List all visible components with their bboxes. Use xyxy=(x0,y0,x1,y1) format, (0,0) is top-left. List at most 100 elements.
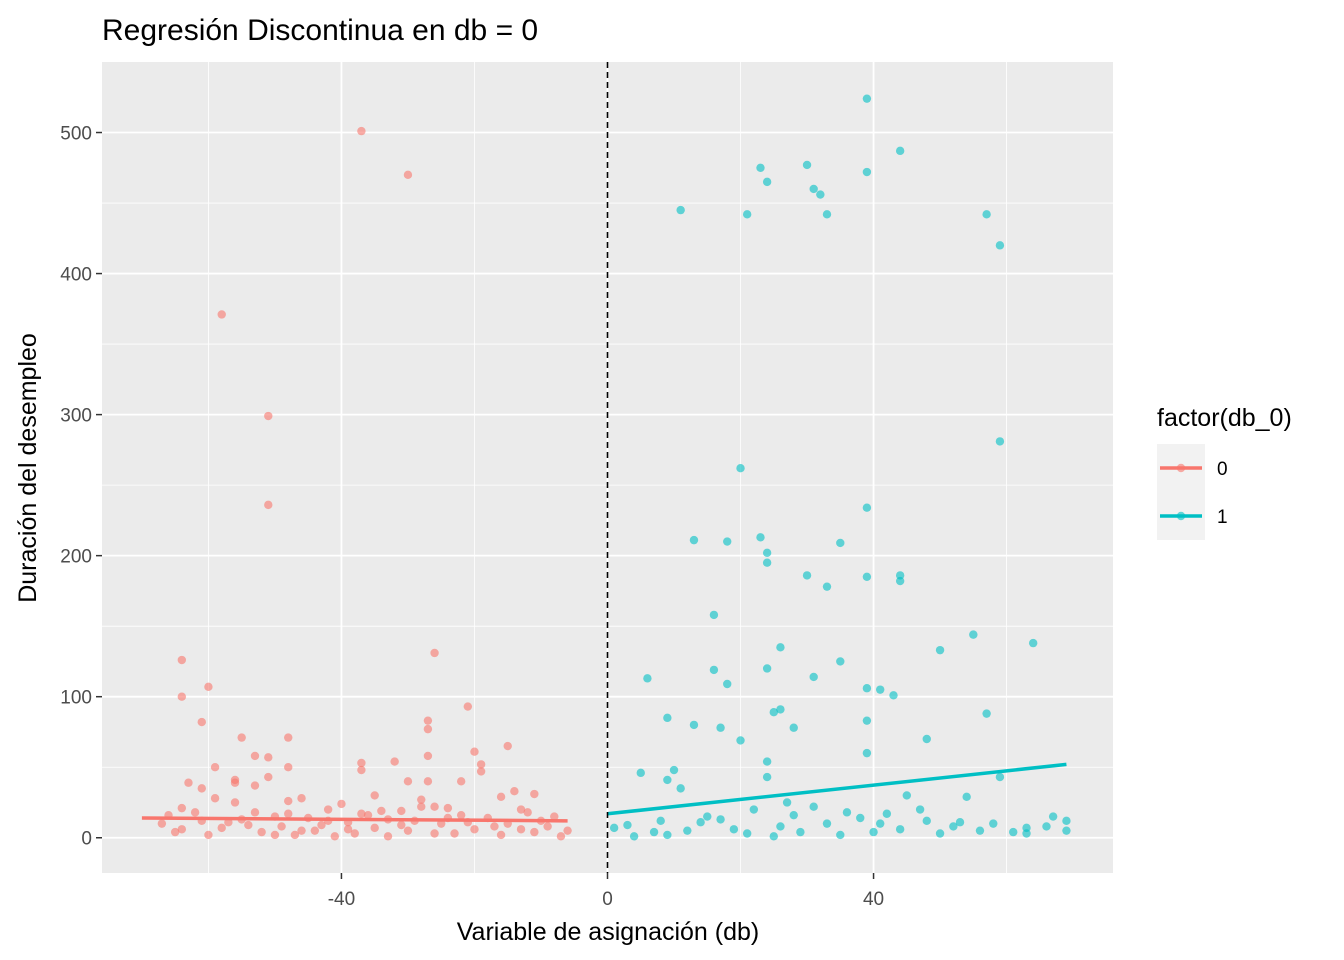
data-point-series-1 xyxy=(762,548,772,558)
data-point-series-0 xyxy=(556,832,566,841)
data-point-series-0 xyxy=(250,781,260,790)
data-point-series-0 xyxy=(337,799,346,809)
data-point-series-0 xyxy=(510,786,519,796)
data-point-series-0 xyxy=(403,170,413,180)
data-point-series-1 xyxy=(955,818,965,827)
data-point-series-0 xyxy=(496,792,506,802)
data-point-series-1 xyxy=(802,571,812,580)
data-point-series-1 xyxy=(889,691,898,700)
data-point-series-1 xyxy=(609,823,619,833)
data-point-series-0 xyxy=(383,832,393,841)
data-point-series-1 xyxy=(816,190,825,199)
data-point-series-1 xyxy=(876,819,885,828)
data-point-series-0 xyxy=(490,822,499,831)
data-point-series-1 xyxy=(915,805,925,814)
data-point-series-0 xyxy=(157,819,167,828)
data-point-series-0 xyxy=(330,832,339,841)
data-point-series-1 xyxy=(623,820,632,830)
data-point-series-1 xyxy=(935,829,945,838)
data-point-series-0 xyxy=(357,809,366,818)
y-tick-label: 400 xyxy=(60,265,92,286)
data-point-series-1 xyxy=(935,645,945,655)
data-point-series-1 xyxy=(762,757,772,766)
data-point-series-1 xyxy=(756,533,765,542)
data-point-series-1 xyxy=(882,809,892,818)
data-point-series-1 xyxy=(862,748,872,758)
data-point-series-1 xyxy=(982,210,991,219)
data-point-series-1 xyxy=(663,775,672,785)
data-point-series-0 xyxy=(463,702,473,711)
data-point-series-0 xyxy=(264,500,273,510)
data-point-series-1 xyxy=(769,708,778,717)
data-point-series-1 xyxy=(949,822,958,831)
data-point-series-0 xyxy=(430,802,439,811)
data-point-series-0 xyxy=(264,753,273,762)
data-point-series-1 xyxy=(995,241,1005,250)
data-point-series-0 xyxy=(370,823,379,833)
data-point-series-0 xyxy=(197,717,206,727)
x-tick-label: -40 xyxy=(328,889,355,910)
data-point-series-1 xyxy=(796,827,805,837)
data-point-series-0 xyxy=(423,716,433,725)
chart-title: Regresión Discontinua en db = 0 xyxy=(102,14,538,47)
data-point-series-0 xyxy=(397,806,406,816)
data-point-series-0 xyxy=(190,808,200,817)
data-point-series-0 xyxy=(350,829,359,838)
data-point-series-1 xyxy=(689,720,699,730)
fit-line-series-0 xyxy=(141,816,568,823)
data-point-series-0 xyxy=(250,751,260,761)
data-point-series-0 xyxy=(397,820,406,830)
data-point-series-0 xyxy=(503,741,512,751)
data-point-series-0 xyxy=(476,760,486,769)
data-point-series-1 xyxy=(895,146,905,156)
data-point-series-1 xyxy=(982,709,991,718)
data-point-series-0 xyxy=(496,830,506,840)
data-point-series-0 xyxy=(530,827,539,837)
data-point-series-1 xyxy=(789,810,798,820)
data-point-series-1 xyxy=(716,815,725,824)
data-point-series-0 xyxy=(456,810,466,820)
legend-key-point xyxy=(1176,511,1186,521)
data-point-series-1 xyxy=(922,734,931,744)
data-point-series-0 xyxy=(470,747,479,756)
data-point-series-0 xyxy=(563,826,572,835)
data-point-series-0 xyxy=(270,830,280,840)
data-point-series-0 xyxy=(516,825,526,834)
data-point-series-1 xyxy=(703,812,712,821)
data-point-series-0 xyxy=(357,765,366,775)
data-point-series-0 xyxy=(284,763,293,772)
legend-key-point xyxy=(1176,463,1186,473)
legend-label: 1 xyxy=(1217,507,1228,528)
data-point-series-0 xyxy=(297,826,306,835)
data-point-series-0 xyxy=(357,758,366,768)
data-point-series-0 xyxy=(290,830,300,840)
data-point-series-1 xyxy=(1042,822,1051,831)
data-point-series-0 xyxy=(423,751,433,761)
data-point-series-0 xyxy=(430,648,439,658)
data-point-series-0 xyxy=(177,692,187,701)
data-point-series-0 xyxy=(217,823,226,833)
data-point-series-0 xyxy=(476,767,486,776)
data-point-series-0 xyxy=(217,310,226,319)
y-tick-label: 500 xyxy=(60,124,92,145)
data-point-series-1 xyxy=(1062,826,1071,835)
data-point-series-1 xyxy=(762,177,772,187)
data-point-series-0 xyxy=(317,820,326,830)
data-point-series-0 xyxy=(530,789,539,799)
data-point-series-1 xyxy=(762,664,772,673)
data-point-series-1 xyxy=(822,210,832,219)
data-point-series-1 xyxy=(862,684,872,693)
data-point-series-1 xyxy=(716,723,725,732)
data-point-series-0 xyxy=(204,830,213,840)
data-point-series-0 xyxy=(184,778,193,787)
data-point-series-1 xyxy=(649,827,659,837)
data-point-series-0 xyxy=(170,827,180,837)
legend: factor(db_0) 0 1 xyxy=(1157,404,1292,540)
data-point-series-0 xyxy=(430,829,439,838)
data-point-series-1 xyxy=(629,832,639,841)
data-point-series-1 xyxy=(995,437,1005,446)
data-point-series-1 xyxy=(776,705,785,714)
data-point-series-0 xyxy=(403,826,413,835)
data-point-series-1 xyxy=(729,825,739,834)
